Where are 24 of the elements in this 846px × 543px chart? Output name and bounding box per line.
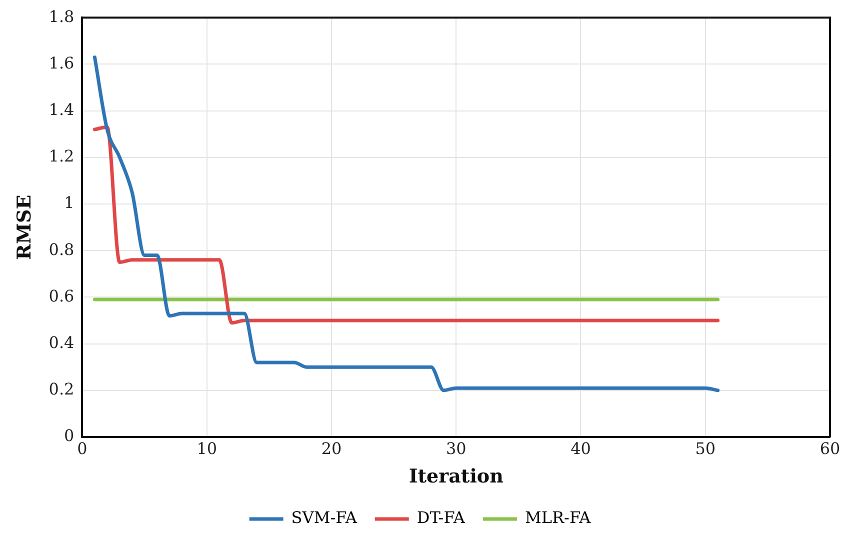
x-tick-label: 50 xyxy=(695,438,716,458)
y-tick-label: 1 xyxy=(64,193,74,212)
line-series xyxy=(92,55,720,392)
legend-label: DT-FA xyxy=(416,508,466,528)
x-tick-label: 20 xyxy=(321,438,342,458)
legend-label: MLR-FA xyxy=(524,508,592,528)
x-tick-label: 30 xyxy=(446,438,466,458)
y-tick-label: 1.4 xyxy=(48,100,74,119)
y-tick-label: 1.2 xyxy=(48,146,74,166)
x-tick-label: 10 xyxy=(196,438,218,458)
y-tick-label: 0.4 xyxy=(48,332,74,352)
x-tick-label: 60 xyxy=(820,438,840,458)
y-tick-label: 0.8 xyxy=(48,240,74,259)
y-tick-label: 0 xyxy=(64,426,74,446)
y-tick-label: 0.2 xyxy=(48,380,74,399)
y-tick-label: 1.6 xyxy=(48,53,74,72)
y-tick-label: 1.8 xyxy=(48,6,74,26)
x-tick-label: 0 xyxy=(77,438,88,458)
legend-label: SVM-FA xyxy=(291,508,358,528)
x-tick-label: 40 xyxy=(570,438,591,458)
y-tick-label: 0.6 xyxy=(48,286,74,306)
line-series xyxy=(92,125,720,325)
x-axis-title: Iteration xyxy=(408,466,504,488)
y-axis-title: RMSE xyxy=(13,194,36,260)
